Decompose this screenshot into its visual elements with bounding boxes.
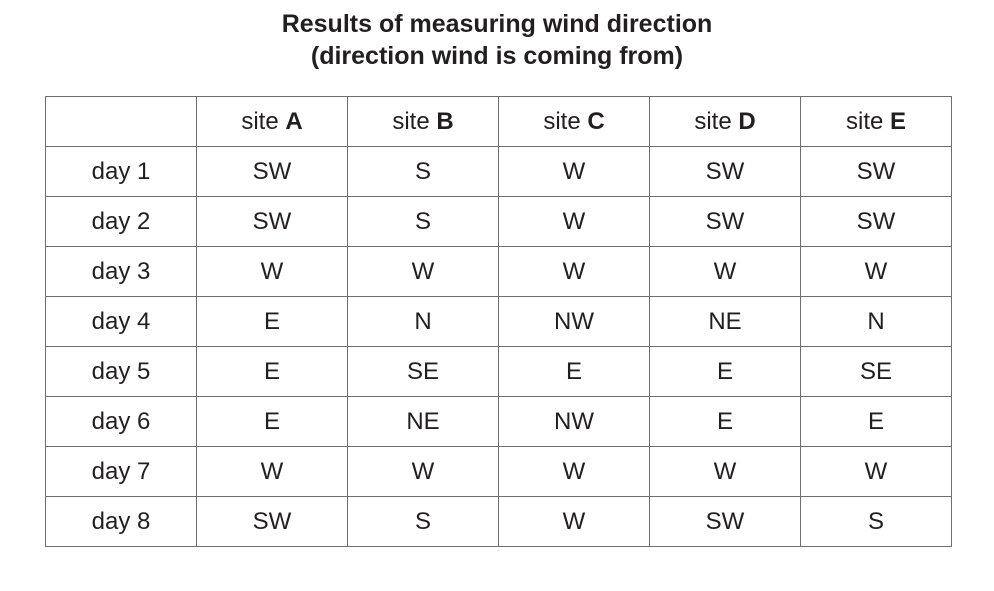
- column-header-site-c: site C: [498, 96, 650, 147]
- row-label: day 5: [45, 346, 197, 397]
- table-cell: SW: [649, 196, 801, 247]
- table-cell: SW: [196, 146, 348, 197]
- table-cell: W: [800, 246, 952, 297]
- table-cell: E: [649, 396, 801, 447]
- table-cell: W: [347, 446, 499, 497]
- table-cell: SW: [800, 146, 952, 197]
- table-cell: SW: [196, 196, 348, 247]
- table-cell: NE: [649, 296, 801, 347]
- table-cell: E: [196, 296, 348, 347]
- row-label: day 6: [45, 396, 197, 447]
- column-header-site-e: site E: [800, 96, 952, 147]
- table-cell: NE: [347, 396, 499, 447]
- table-cell: NW: [498, 296, 650, 347]
- table-row: day 8 SW S W SW S: [45, 496, 952, 547]
- row-label: day 4: [45, 296, 197, 347]
- table-row: day 2 SW S W SW SW: [45, 196, 952, 247]
- corner-cell: [45, 96, 197, 147]
- column-header-site-d: site D: [649, 96, 801, 147]
- table-cell: E: [498, 346, 650, 397]
- table-cell: S: [347, 496, 499, 547]
- row-label: day 2: [45, 196, 197, 247]
- row-label: day 7: [45, 446, 197, 497]
- row-label: day 8: [45, 496, 197, 547]
- table-cell: S: [347, 146, 499, 197]
- table-row: day 4 E N NW NE N: [45, 296, 952, 347]
- table-cell: W: [649, 246, 801, 297]
- table-cell: W: [498, 146, 650, 197]
- row-label: day 1: [45, 146, 197, 197]
- row-label: day 3: [45, 246, 197, 297]
- table-cell: S: [800, 496, 952, 547]
- table-cell: S: [347, 196, 499, 247]
- table-cell: SE: [800, 346, 952, 397]
- table-cell: SW: [800, 196, 952, 247]
- table-cell: W: [196, 446, 348, 497]
- table-cell: NW: [498, 396, 650, 447]
- table-cell: W: [498, 446, 650, 497]
- table-cell: W: [498, 496, 650, 547]
- header-row: site A site B site C site D site E: [45, 96, 952, 147]
- table-row: day 3 W W W W W: [45, 246, 952, 297]
- title-line-1: Results of measuring wind direction: [281, 10, 713, 38]
- table-cell: W: [649, 446, 801, 497]
- table-cell: N: [800, 296, 952, 347]
- table-cell: SE: [347, 346, 499, 397]
- table-cell: W: [498, 246, 650, 297]
- column-header-site-b: site B: [347, 96, 499, 147]
- table-cell: W: [196, 246, 348, 297]
- table-cell: W: [800, 446, 952, 497]
- table-cell: E: [800, 396, 952, 447]
- table-cell: E: [649, 346, 801, 397]
- table-cell: W: [498, 196, 650, 247]
- table-row: day 1 SW S W SW SW: [45, 146, 952, 197]
- table-cell: N: [347, 296, 499, 347]
- table-row: day 5 E SE E E SE: [45, 346, 952, 397]
- table-cell: W: [347, 246, 499, 297]
- table-cell: SW: [649, 496, 801, 547]
- table-row: day 7 W W W W W: [45, 446, 952, 497]
- wind-direction-table: site A site B site C site D site E day 1…: [45, 96, 952, 547]
- table-row: day 6 E NE NW E E: [45, 396, 952, 447]
- table-cell: SW: [649, 146, 801, 197]
- table-cell: E: [196, 396, 348, 447]
- title-line-2: (direction wind is coming from): [310, 42, 684, 70]
- column-header-site-a: site A: [196, 96, 348, 147]
- table-cell: E: [196, 346, 348, 397]
- table-cell: SW: [196, 496, 348, 547]
- table-title: Results of measuring wind direction (dir…: [0, 8, 994, 72]
